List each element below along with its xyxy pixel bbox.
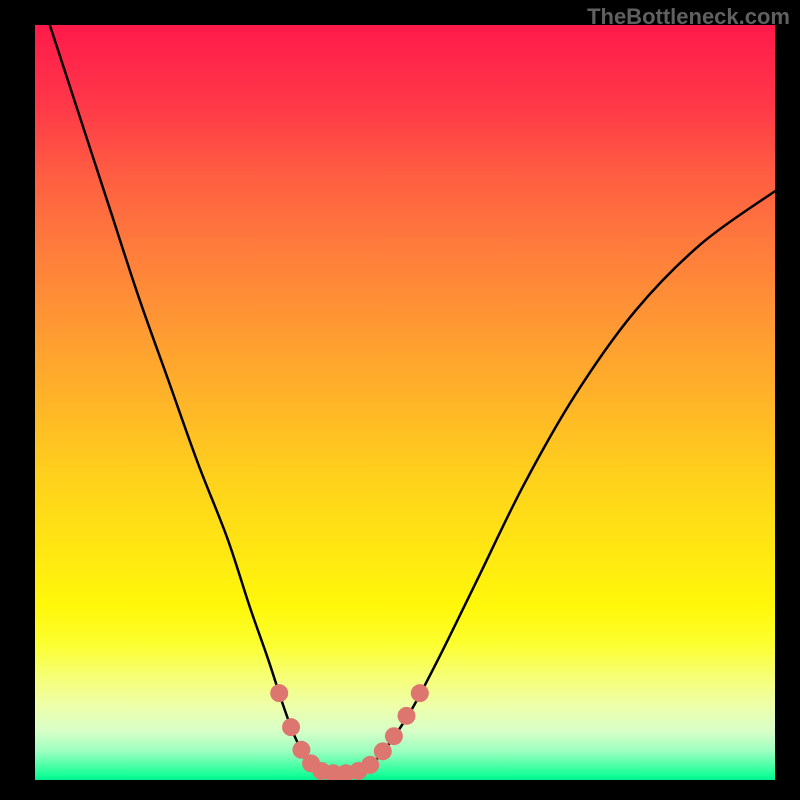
chart-overlay: [35, 25, 775, 780]
curve-marker: [361, 756, 379, 774]
plot-area: [35, 25, 775, 780]
curve-marker: [270, 684, 288, 702]
curve-marker: [374, 742, 392, 760]
curve-marker: [411, 684, 429, 702]
chart-container: TheBottleneck.com: [0, 0, 800, 800]
curve-markers: [270, 684, 429, 780]
bottleneck-curve: [50, 25, 775, 774]
watermark: TheBottleneck.com: [587, 4, 790, 30]
curve-marker: [282, 718, 300, 736]
curve-marker: [397, 707, 415, 725]
curve-marker: [385, 727, 403, 745]
